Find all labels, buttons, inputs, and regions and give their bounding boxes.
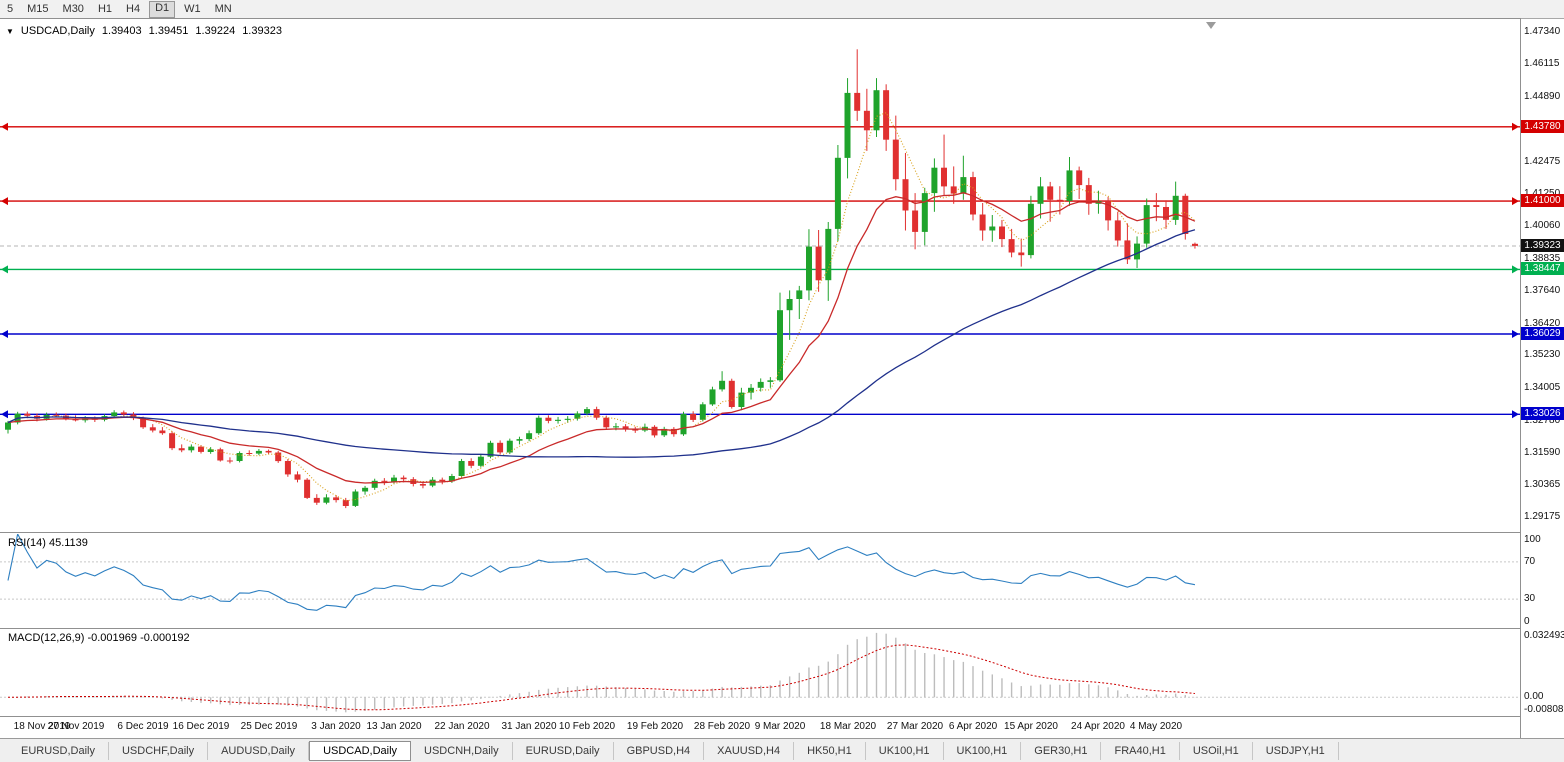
price-axis-tick: 1.29175 xyxy=(1524,511,1561,522)
macd-axis-tick-bottom: -0.008086 xyxy=(1524,704,1564,715)
rsi-pane[interactable] xyxy=(0,534,1520,627)
price-axis-tick: 1.35230 xyxy=(1524,349,1561,360)
chart-tab-usdchf-daily[interactable]: USDCHF,Daily xyxy=(109,742,209,760)
time-axis: 18 Nov 2019 27 Nov 2019 6 Dec 2019 16 Dec 2… xyxy=(0,717,1520,737)
chart-tab-xauusd-h4[interactable]: XAUUSD,H4 xyxy=(704,742,795,760)
time-axis-label: 19 Feb 2020 xyxy=(626,721,684,732)
time-axis-label: 9 Mar 2020 xyxy=(754,721,806,732)
chart-tab-usdjpy-h1[interactable]: USDJPY,H1 xyxy=(1253,742,1339,760)
time-axis-label: 10 Feb 2020 xyxy=(558,721,616,732)
time-axis-label: 27 Mar 2020 xyxy=(886,721,944,732)
timeframe-button-D1[interactable]: D1 xyxy=(149,0,176,18)
rsi-axis-tick: 0 xyxy=(1524,616,1530,627)
chart-high-value: 1.39451 xyxy=(148,25,189,37)
timeframe-button-M15[interactable]: M15 xyxy=(27,2,49,15)
time-axis-label: 15 Apr 2020 xyxy=(1004,721,1058,732)
price-chart-pane[interactable] xyxy=(0,19,1520,532)
time-axis-label: 24 Apr 2020 xyxy=(1071,721,1125,732)
symbol-dropdown-icon[interactable]: ▼ xyxy=(6,26,14,36)
time-axis-label: 25 Dec 2019 xyxy=(240,721,298,732)
price-axis-tick: 1.32780 xyxy=(1524,415,1561,426)
price-axis-tick: 1.37640 xyxy=(1524,285,1561,296)
chart-tab-usdcnh-daily[interactable]: USDCNH,Daily xyxy=(411,742,513,760)
macd-pane[interactable] xyxy=(0,629,1520,716)
chart-tab-eurusd-daily[interactable]: EURUSD,Daily xyxy=(513,742,614,760)
chart-tab-uk100-h1[interactable]: UK100,H1 xyxy=(866,742,944,760)
time-axis-label: 22 Jan 2020 xyxy=(434,721,490,732)
chart-tab-usdcad-daily[interactable]: USDCAD,Daily xyxy=(309,741,412,761)
chart-tab-ger30-h1[interactable]: GER30,H1 xyxy=(1021,742,1102,760)
macd-label: MACD(12,26,9) -0.001969 -0.000192 xyxy=(8,632,190,644)
chart-tab-uk100-h1[interactable]: UK100,H1 xyxy=(944,742,1022,760)
timeframe-button-W1[interactable]: W1 xyxy=(184,2,201,15)
level-price-badge: 1.41000 xyxy=(1521,194,1564,207)
price-axis-tick: 1.34005 xyxy=(1524,382,1561,393)
time-axis-label: 3 Jan 2020 xyxy=(311,721,361,732)
timeframe-button-H4[interactable]: H4 xyxy=(126,2,141,15)
price-axis-tick: 1.40060 xyxy=(1524,220,1561,231)
chart-tab-hk50-h1[interactable]: HK50,H1 xyxy=(794,742,866,760)
price-axis-tick: 1.46115 xyxy=(1524,58,1560,69)
chart-tab-eurusd-daily[interactable]: EURUSD,Daily xyxy=(8,742,109,760)
toolbar-separator xyxy=(0,18,1520,19)
time-axis-label: 16 Dec 2019 xyxy=(172,721,230,732)
pane-separator-rsi[interactable] xyxy=(0,532,1520,533)
timeframe-toolbar: 5 M15 M30 H1 H4 D1 W1 MN xyxy=(0,0,1564,19)
pane-separator-macd[interactable] xyxy=(0,628,1520,629)
timeframe-button-M30[interactable]: M30 xyxy=(62,2,84,15)
time-axis-label: 18 Nov 2019 xyxy=(13,721,71,732)
chart-shift-marker[interactable] xyxy=(1206,22,1216,29)
time-axis-line xyxy=(0,716,1520,717)
chart-close-value: 1.39323 xyxy=(242,25,282,37)
price-axis-tick: 1.31590 xyxy=(1524,447,1561,458)
chart-title: ▼ USDCAD,Daily 1.39403 1.39451 1.39224 1… xyxy=(6,25,282,37)
price-axis-tick: 1.30365 xyxy=(1524,479,1561,490)
price-axis-tick: 1.41250 xyxy=(1524,188,1564,199)
chart-tab-audusd-daily[interactable]: AUDUSD,Daily xyxy=(208,742,310,760)
time-axis-label: 13 Jan 2020 xyxy=(366,721,422,732)
time-axis-label: 6 Dec 2019 xyxy=(117,721,169,732)
price-axis-tick: 1.47340 xyxy=(1524,26,1561,37)
rsi-axis-tick: 100 xyxy=(1524,534,1541,545)
chart-tab-fra40-h1[interactable]: FRA40,H1 xyxy=(1101,742,1180,760)
current-price-badge: 1.39323 xyxy=(1521,239,1564,252)
time-axis-label: 31 Jan 2020 xyxy=(501,721,557,732)
rsi-axis-tick: 70 xyxy=(1524,556,1536,567)
chart-tab-usoil-h1[interactable]: USOil,H1 xyxy=(1180,742,1253,760)
time-axis-label: 6 Apr 2020 xyxy=(948,721,998,732)
level-price-badge: 1.33026 xyxy=(1521,407,1564,420)
rsi-axis-tick: 30 xyxy=(1524,593,1536,604)
rsi-label: RSI(14) 45.1139 xyxy=(8,537,88,549)
chart-low-value: 1.39224 xyxy=(195,25,236,37)
chart-tabs: EURUSD,Daily USDCHF,Daily AUDUSD,Daily USDC… xyxy=(0,738,1564,762)
price-axis-tick: 1.42475 xyxy=(1524,156,1561,167)
time-axis-label: 18 Mar 2020 xyxy=(819,721,877,732)
price-axis-tick: 1.38835 xyxy=(1524,253,1561,264)
level-price-badge: 1.43780 xyxy=(1521,120,1564,133)
macd-axis-tick-zero: 0.00 xyxy=(1524,691,1544,702)
level-price-badge: 1.38447 xyxy=(1521,262,1564,275)
timeframe-button-MN[interactable]: MN xyxy=(214,2,232,15)
chart-symbol-label: USDCAD,Daily xyxy=(20,25,95,37)
timeframe-button-5[interactable]: 5 xyxy=(7,2,14,15)
price-axis-tick: 1.44890 xyxy=(1524,91,1561,102)
chart-open-value: 1.39403 xyxy=(101,25,142,37)
time-axis-label: 4 May 2020 xyxy=(1129,721,1183,732)
timeframe-button-H1[interactable]: H1 xyxy=(97,2,112,15)
macd-axis-tick-top: 0.032493 xyxy=(1524,630,1564,641)
price-axis-tick: 1.36420 xyxy=(1524,318,1561,329)
time-axis-label: 27 Nov 2019 xyxy=(47,721,105,732)
price-axis-line xyxy=(1520,18,1521,738)
chart-tab-gbpusd-h4[interactable]: GBPUSD,H4 xyxy=(614,742,705,760)
level-price-badge: 1.36029 xyxy=(1521,327,1564,340)
time-axis-label: 28 Feb 2020 xyxy=(693,721,751,732)
